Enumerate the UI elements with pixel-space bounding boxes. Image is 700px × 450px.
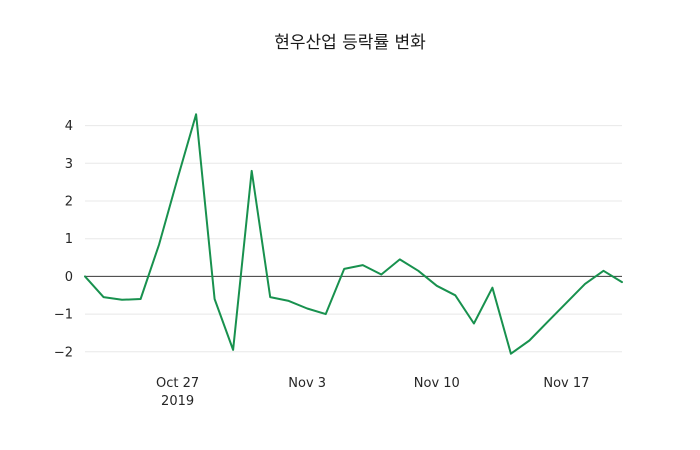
y-tick-label: 0 [65,270,73,285]
x-tick-label: Nov 17 [543,376,589,391]
y-tick-label: 4 [65,119,73,134]
x-tick-label: Oct 27 [156,376,199,391]
x-tick-sublabel: 2019 [161,394,194,409]
chart-title: 현우산업 등락률 변화 [274,33,426,53]
y-tick-label: 1 [65,232,73,247]
plot-area: −2 −1 0 1 2 3 4 Oct 27 2019 Nov 3 Nov 10 Nov 17 [54,113,623,409]
y-tick-label: −2 [54,345,73,360]
y-tick-label: 2 [65,195,73,210]
x-tick-label: Nov 3 [288,376,326,391]
x-tick-label: Nov 10 [414,376,460,391]
y-tick-label: 3 [65,157,73,172]
y-tick-label: −1 [54,308,73,323]
series-line [84,113,623,355]
